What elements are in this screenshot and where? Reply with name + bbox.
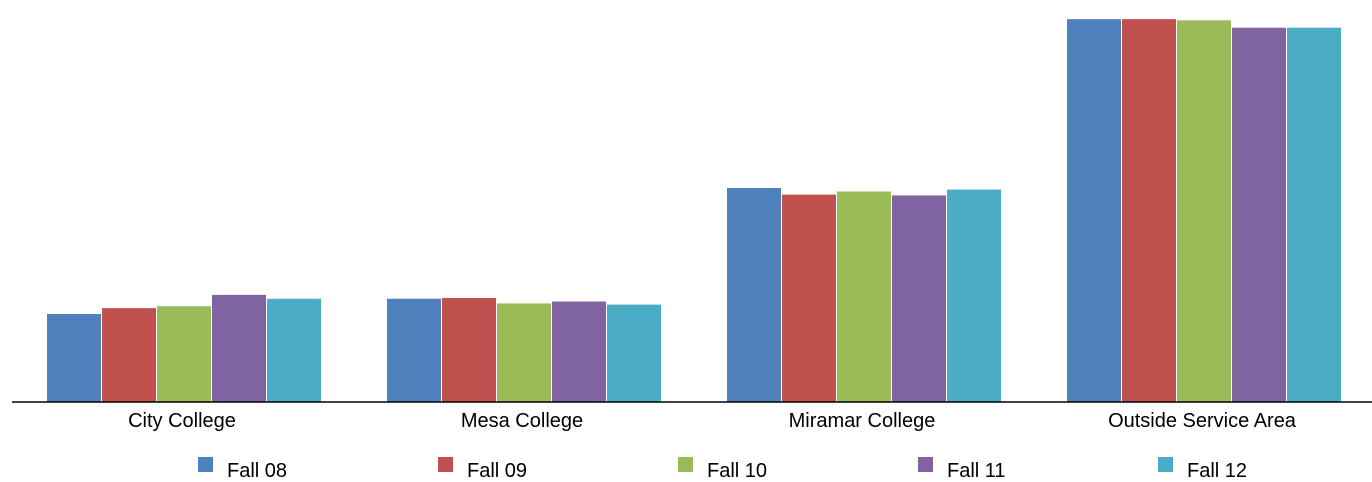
bar-fall-09-city-college [101,307,157,403]
bar-fall-08-miramar-college [726,187,782,403]
legend: Fall 08 Fall 09 Fall 10 Fall 11 Fall 12 [198,457,1247,482]
bar-fall-09-outside-service-area [1121,18,1177,403]
bar-fall-12-city-college [266,297,322,403]
bar-fall-08-mesa-college [386,297,442,403]
bar-fall-10-city-college [156,305,212,403]
bar-fall-11-mesa-college [551,300,607,403]
legend-swatch-fall-08 [198,457,213,472]
bar-fall-09-mesa-college [441,296,497,403]
x-tick-label: City College [128,410,236,432]
bar-fall-10-outside-service-area [1176,19,1232,403]
legend-swatch-fall-10 [678,457,693,472]
legend-label-fall-12: Fall 12 [1187,460,1247,482]
bar-fall-11-city-college [211,293,267,403]
bar-fall-12-outside-service-area [1286,26,1342,403]
x-tick-label: Mesa College [461,410,583,432]
legend-swatch-fall-12 [1158,457,1173,472]
legend-label-fall-08: Fall 08 [227,460,287,482]
x-tick-label: Miramar College [789,410,936,432]
bar-fall-12-miramar-college [946,188,1002,403]
bar-fall-12-mesa-college [606,303,662,403]
legend-swatch-fall-11 [918,457,933,472]
legend-label-fall-09: Fall 09 [467,460,527,482]
legend-swatch-fall-09 [438,457,453,472]
x-tick-labels: City College Mesa College Miramar College O… [128,410,1297,432]
bar-fall-11-miramar-college [891,194,947,403]
bar-fall-10-mesa-college [496,302,552,403]
bar-fall-11-outside-service-area [1231,26,1287,403]
bar-fall-09-miramar-college [781,193,837,403]
bar-fall-10-miramar-college [836,190,892,403]
legend-label-fall-10: Fall 10 [707,460,767,482]
bars-layer [46,18,1342,403]
x-tick-label: Outside Service Area [1108,410,1297,432]
legend-label-fall-11: Fall 11 [947,460,1006,482]
bar-fall-08-outside-service-area [1066,18,1122,403]
bar-fall-08-city-college [46,312,102,403]
